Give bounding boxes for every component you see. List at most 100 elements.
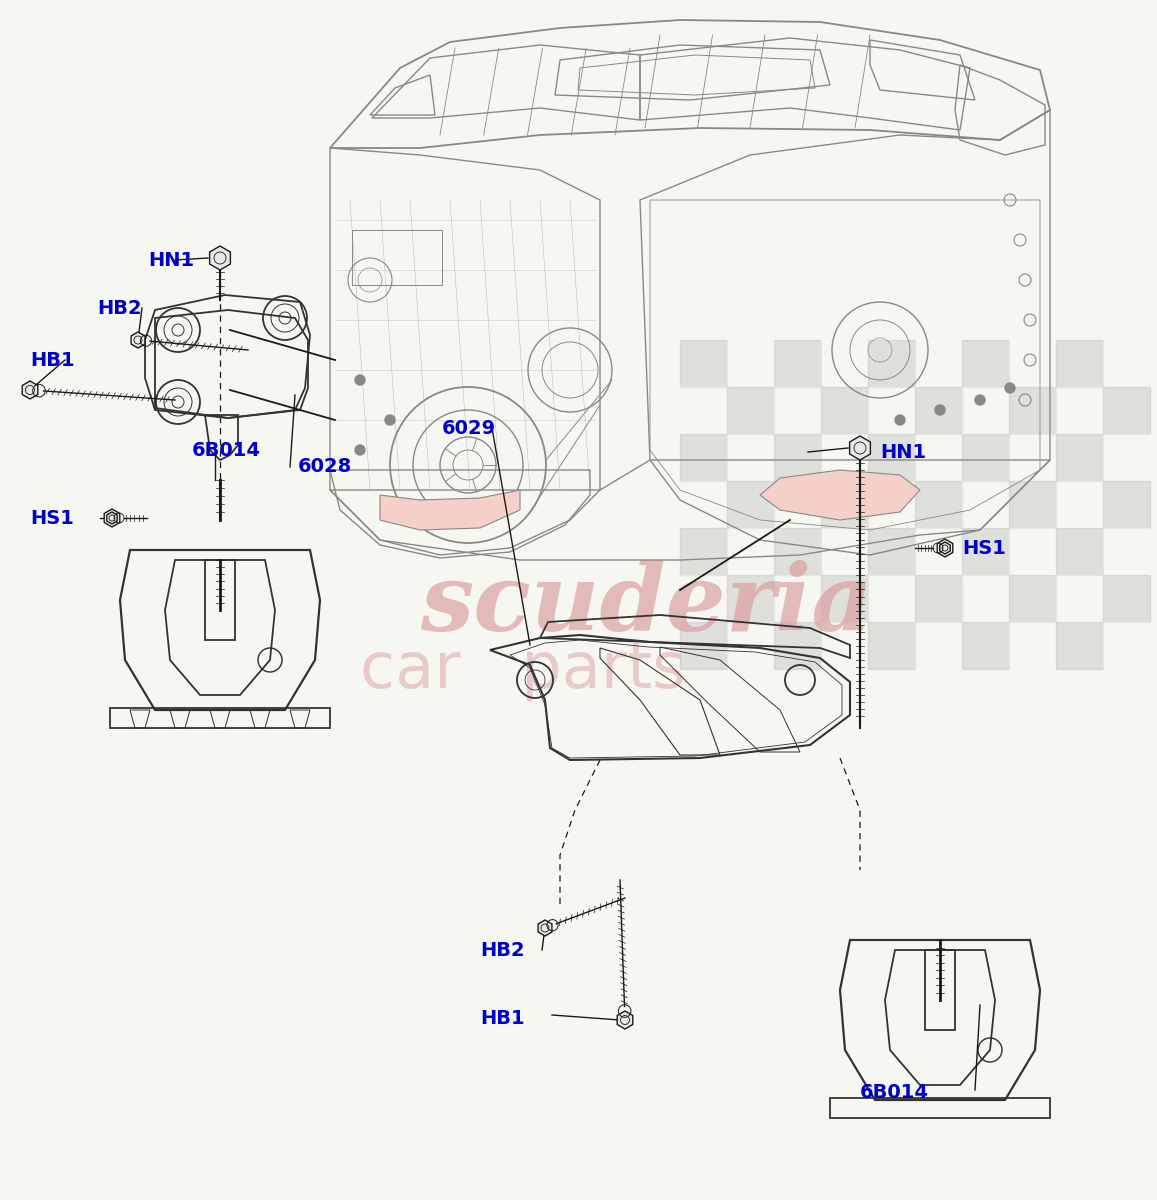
Bar	[727, 386, 774, 434]
Bar	[1056, 575, 1103, 622]
Bar	[680, 528, 727, 575]
Bar	[961, 622, 1009, 670]
Bar	[1009, 622, 1056, 670]
Bar	[1103, 386, 1150, 434]
Bar	[915, 481, 961, 528]
Circle shape	[896, 415, 905, 425]
Bar	[868, 622, 915, 670]
Text: HS1: HS1	[30, 509, 74, 528]
Bar	[774, 386, 821, 434]
Bar	[727, 434, 774, 481]
Polygon shape	[106, 512, 117, 524]
Text: HN1: HN1	[880, 443, 926, 462]
Bar	[1103, 528, 1150, 575]
Bar	[1009, 434, 1056, 481]
Bar	[680, 340, 727, 386]
Text: HB1: HB1	[30, 350, 74, 370]
Text: 6B014: 6B014	[860, 1082, 929, 1102]
Bar	[868, 434, 915, 481]
Bar	[915, 340, 961, 386]
Bar	[727, 622, 774, 670]
Bar	[1103, 481, 1150, 528]
Text: scuderia: scuderia	[420, 560, 872, 650]
Bar	[205, 560, 235, 640]
Bar	[680, 386, 727, 434]
Bar	[774, 434, 821, 481]
Bar	[1009, 481, 1056, 528]
Bar	[1056, 622, 1103, 670]
Bar	[915, 434, 961, 481]
Polygon shape	[22, 382, 38, 398]
Text: HS1: HS1	[961, 539, 1005, 558]
Bar	[774, 340, 821, 386]
Bar	[924, 950, 955, 1030]
Circle shape	[355, 445, 364, 455]
Bar	[961, 481, 1009, 528]
Polygon shape	[937, 539, 953, 557]
Bar	[868, 481, 915, 528]
Bar	[1056, 528, 1103, 575]
Bar	[352, 230, 442, 284]
Polygon shape	[379, 490, 519, 530]
Bar	[1009, 340, 1056, 386]
Bar	[961, 528, 1009, 575]
Bar	[1103, 575, 1150, 622]
Bar	[961, 575, 1009, 622]
Polygon shape	[617, 1010, 633, 1028]
Text: HB2: HB2	[97, 299, 141, 318]
Circle shape	[385, 415, 395, 425]
Text: 6029: 6029	[442, 419, 496, 438]
Circle shape	[935, 404, 945, 415]
Bar	[680, 434, 727, 481]
Bar	[821, 528, 868, 575]
Text: HB1: HB1	[480, 1008, 524, 1027]
Text: HN1: HN1	[148, 251, 194, 270]
Polygon shape	[209, 246, 230, 270]
Bar	[821, 622, 868, 670]
Polygon shape	[939, 542, 950, 554]
Circle shape	[1005, 383, 1015, 392]
Bar	[961, 434, 1009, 481]
Bar	[680, 622, 727, 670]
Bar	[915, 575, 961, 622]
Bar	[868, 340, 915, 386]
Bar	[1009, 575, 1056, 622]
Bar	[1009, 386, 1056, 434]
Bar	[868, 528, 915, 575]
Bar	[680, 481, 727, 528]
Bar	[774, 575, 821, 622]
Polygon shape	[538, 920, 552, 936]
Text: 6B014: 6B014	[192, 440, 261, 460]
Bar	[727, 481, 774, 528]
Bar	[868, 575, 915, 622]
Bar	[1056, 340, 1103, 386]
Bar	[680, 575, 727, 622]
Bar	[915, 622, 961, 670]
Bar	[774, 481, 821, 528]
Bar	[774, 528, 821, 575]
Polygon shape	[849, 436, 870, 460]
Bar	[821, 386, 868, 434]
Bar	[727, 575, 774, 622]
Text: 6028: 6028	[299, 457, 352, 476]
Bar	[821, 575, 868, 622]
Circle shape	[355, 374, 364, 385]
Bar	[1056, 386, 1103, 434]
Bar	[1009, 528, 1056, 575]
Bar	[774, 622, 821, 670]
Bar	[961, 386, 1009, 434]
Bar	[1103, 340, 1150, 386]
Bar	[727, 528, 774, 575]
Bar	[961, 340, 1009, 386]
Polygon shape	[131, 332, 145, 348]
Text: HB2: HB2	[480, 941, 524, 960]
Bar	[1056, 481, 1103, 528]
Bar	[1103, 434, 1150, 481]
Bar	[821, 340, 868, 386]
Circle shape	[975, 395, 985, 404]
Bar	[821, 434, 868, 481]
Bar	[915, 528, 961, 575]
Bar	[1056, 434, 1103, 481]
Polygon shape	[760, 470, 920, 520]
Bar	[821, 481, 868, 528]
